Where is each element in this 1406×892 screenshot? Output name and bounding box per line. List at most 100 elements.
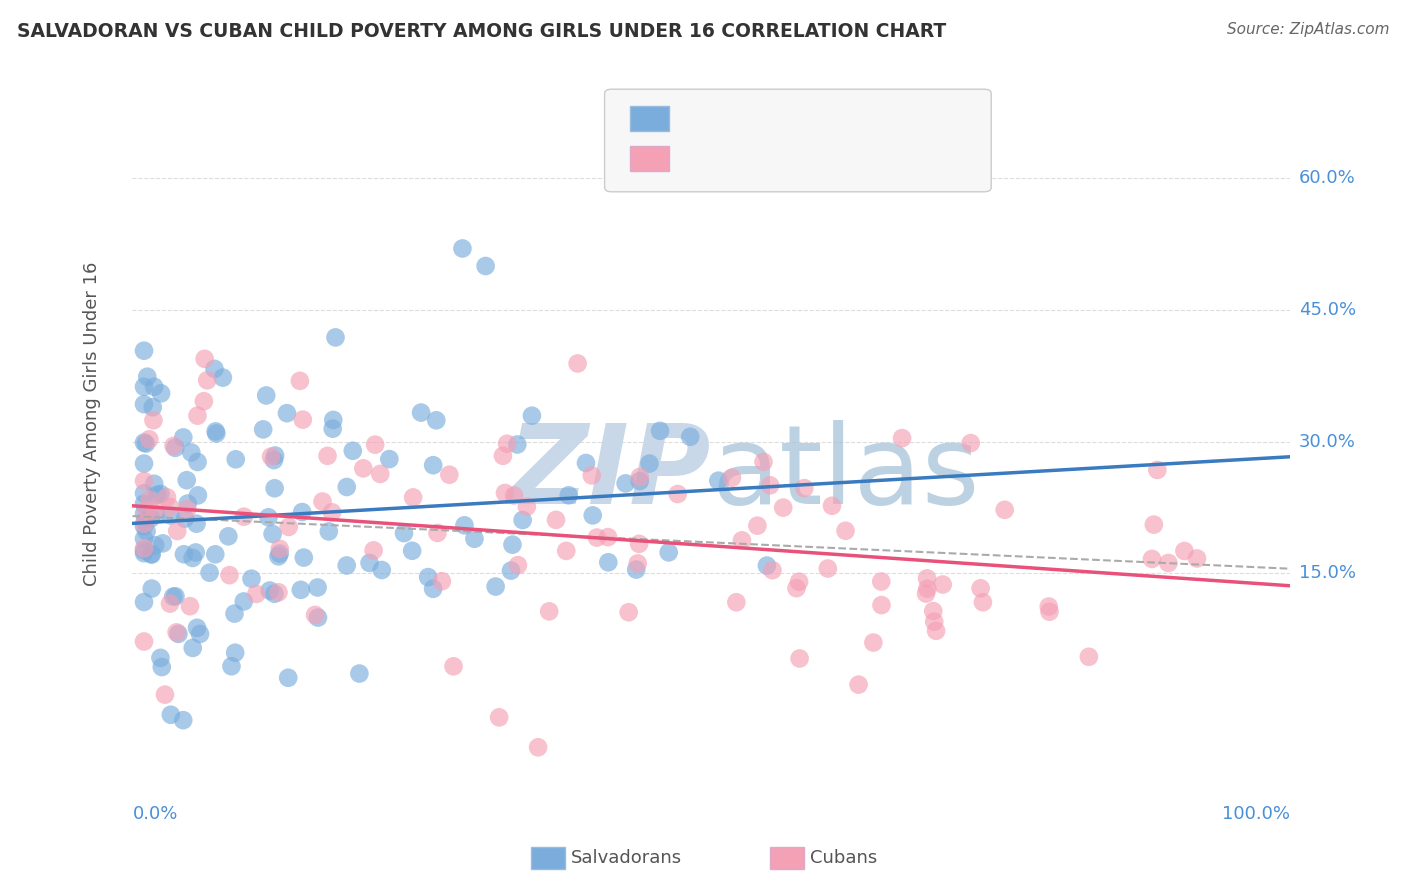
Point: [322, 422, 344, 436]
Point: [586, 531, 609, 545]
Point: [162, 439, 184, 453]
Point: [922, 615, 945, 629]
Point: [139, 511, 162, 525]
Text: atlas: atlas: [711, 419, 980, 526]
Point: [451, 242, 474, 256]
Point: [176, 497, 198, 511]
Point: [212, 370, 235, 384]
Point: [891, 431, 914, 445]
Point: [721, 471, 744, 485]
Point: [184, 545, 207, 559]
Point: [439, 467, 461, 482]
Point: [520, 409, 543, 423]
Point: [496, 437, 519, 451]
Point: [759, 478, 782, 492]
Point: [506, 558, 529, 573]
Point: [269, 541, 291, 556]
Point: [132, 532, 155, 546]
Point: [485, 580, 508, 594]
Point: [267, 585, 290, 599]
Point: [1038, 605, 1060, 619]
Point: [321, 505, 343, 519]
Point: [181, 551, 204, 566]
Point: [221, 659, 243, 673]
Point: [848, 678, 870, 692]
Text: Cubans: Cubans: [810, 849, 877, 867]
Point: [143, 380, 166, 394]
Point: [165, 589, 187, 603]
Point: [817, 561, 839, 575]
Point: [240, 572, 263, 586]
Point: [172, 430, 194, 444]
Point: [463, 532, 485, 546]
Point: [186, 409, 208, 423]
Point: [787, 574, 810, 589]
Point: [267, 549, 290, 564]
Point: [503, 488, 526, 502]
Point: [186, 516, 208, 531]
Point: [922, 604, 945, 618]
Point: [156, 491, 179, 505]
Point: [195, 373, 218, 387]
Point: [994, 503, 1017, 517]
Point: [1173, 544, 1195, 558]
Point: [598, 555, 620, 569]
Point: [218, 568, 240, 582]
Point: [492, 449, 515, 463]
Point: [132, 543, 155, 558]
Point: [425, 413, 447, 427]
Point: [614, 476, 637, 491]
Point: [307, 610, 329, 624]
Point: [132, 343, 155, 358]
Point: [862, 635, 884, 649]
Point: [638, 457, 661, 471]
Point: [143, 476, 166, 491]
Point: [401, 543, 423, 558]
Point: [205, 426, 228, 441]
Point: [959, 436, 981, 450]
Text: 15.0%: 15.0%: [1299, 564, 1355, 582]
Point: [276, 406, 298, 420]
Point: [263, 587, 285, 601]
Point: [761, 563, 783, 577]
Text: 60.0%: 60.0%: [1299, 169, 1355, 187]
Point: [752, 455, 775, 469]
Point: [316, 449, 339, 463]
Point: [512, 513, 534, 527]
Point: [198, 566, 221, 580]
Point: [1185, 551, 1208, 566]
Point: [474, 259, 496, 273]
Point: [628, 470, 651, 484]
Point: [259, 583, 281, 598]
Point: [291, 412, 314, 426]
Point: [453, 518, 475, 533]
Point: [132, 397, 155, 411]
Point: [352, 461, 374, 475]
Point: [747, 518, 769, 533]
Point: [870, 598, 893, 612]
Point: [969, 582, 991, 596]
Point: [628, 474, 651, 488]
Point: [194, 351, 217, 366]
Point: [292, 550, 315, 565]
Point: [143, 503, 166, 517]
Point: [725, 595, 748, 609]
Point: [1146, 463, 1168, 477]
Point: [176, 473, 198, 487]
Point: [166, 524, 188, 538]
Point: [311, 494, 333, 508]
Point: [225, 452, 247, 467]
Point: [581, 468, 603, 483]
Point: [658, 545, 681, 559]
Point: [359, 556, 381, 570]
Point: [418, 570, 440, 584]
Point: [262, 527, 284, 541]
Point: [260, 450, 283, 464]
Point: [167, 627, 190, 641]
Text: Salvadorans: Salvadorans: [571, 849, 682, 867]
Point: [555, 544, 578, 558]
Point: [159, 500, 181, 514]
Point: [173, 547, 195, 561]
Point: [188, 627, 211, 641]
Point: [143, 538, 166, 552]
